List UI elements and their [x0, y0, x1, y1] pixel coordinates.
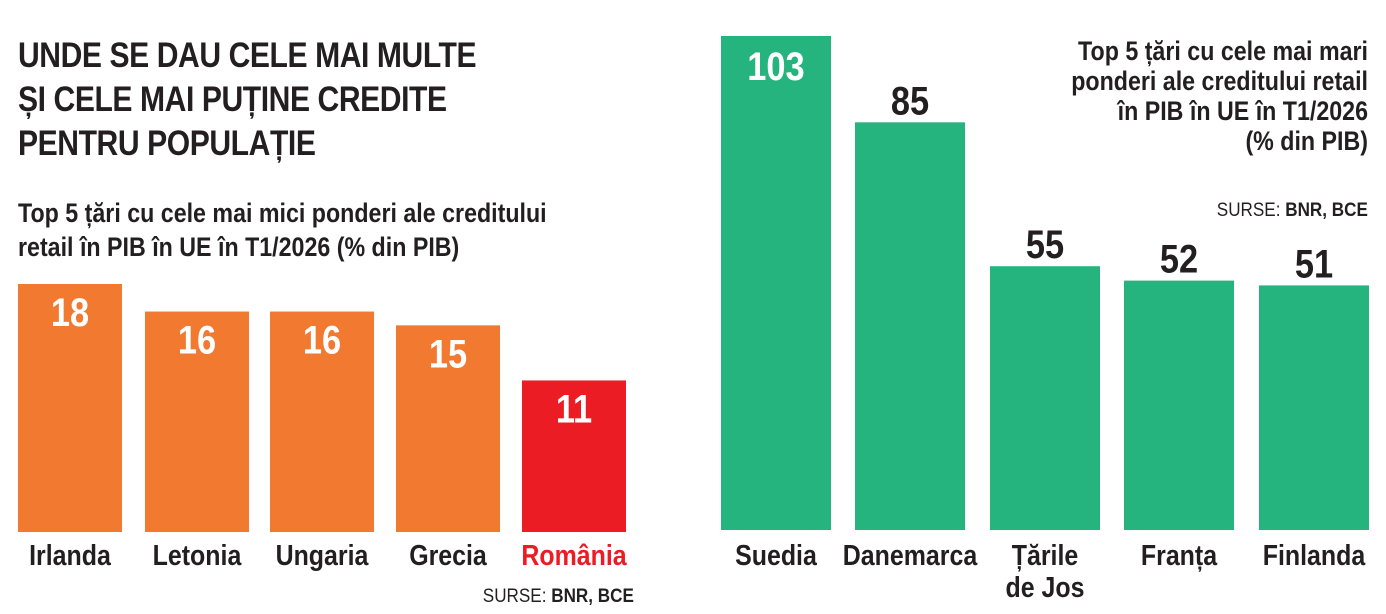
headline-line-3: PENTRU POPULAȚIE: [18, 124, 316, 163]
bar-grecia: [396, 325, 500, 532]
headline: UNDE SE DAU CELE MAI MULTE ȘI CELE MAI P…: [18, 34, 568, 166]
bar-value-label: 103: [747, 44, 804, 89]
bar-value-label: 85: [891, 78, 929, 123]
right-chart-title: Top 5 țări cu cele mai mari ponderi ale …: [1007, 36, 1368, 156]
bar-value-label: 55: [1026, 222, 1064, 267]
category-label: Țările: [1012, 539, 1079, 571]
category-label: Suedia: [735, 539, 818, 571]
left-chart-title-line-1: Top 5 țări cu cele mai mici ponderi ale …: [18, 198, 547, 228]
category-label: Finlanda: [1263, 539, 1366, 571]
bar-franța: [1124, 280, 1234, 530]
category-label: de Jos: [1006, 571, 1085, 603]
category-label: România: [521, 539, 627, 571]
headline-line-1: UNDE SE DAU CELE MAI MULTE: [18, 36, 477, 75]
category-label: Grecia: [409, 539, 487, 571]
headline-line-2: ȘI CELE MAI PUȚINE CREDITE: [18, 80, 447, 119]
category-label: Irlanda: [29, 539, 112, 571]
category-label: Ungaria: [276, 539, 370, 571]
left-chart-title-line-2: retail în PIB în UE în T1/2026 (% din PI…: [18, 232, 460, 262]
bar-value-label: 51: [1295, 241, 1333, 286]
bar-value-label: 15: [429, 331, 467, 376]
bar-ungaria: [270, 311, 374, 532]
right-chart-title-line-3: în PIB în UE în T1/2026: [1117, 96, 1368, 126]
bar-țările-de-jos: [990, 266, 1100, 530]
category-label: Danemarca: [843, 539, 978, 571]
left-source: SURSE: BNR, BCE: [483, 586, 634, 608]
bar-irlanda: [18, 284, 122, 532]
right-chart-title-line-4: (% din PIB): [1245, 126, 1368, 156]
bar-românia: [522, 380, 626, 532]
left-source-names: BNR, BCE: [551, 586, 634, 607]
bar-danemarca: [855, 122, 965, 531]
left-source-prefix: SURSE:: [482, 586, 552, 607]
right-source: SURSE: BNR, BCE: [1217, 200, 1368, 222]
right-chart-title-line-2: ponderi ale creditului retail: [1071, 66, 1368, 96]
category-label: Franța: [1141, 539, 1218, 571]
bar-value-label: 52: [1160, 236, 1198, 281]
bar-finlanda: [1259, 285, 1369, 530]
left-chart-title: Top 5 țări cu cele mai mici ponderi ale …: [18, 196, 672, 264]
bar-letonia: [145, 311, 249, 532]
category-label: Letonia: [153, 539, 243, 571]
bar-value-label: 18: [51, 290, 89, 335]
right-source-prefix: SURSE:: [1216, 200, 1286, 221]
bar-value-label: 11: [556, 386, 592, 431]
right-chart-title-line-1: Top 5 țări cu cele mai mari: [1078, 36, 1368, 66]
right-source-names: BNR, BCE: [1285, 200, 1368, 221]
bar-value-label: 16: [178, 317, 216, 362]
bar-suedia: [721, 36, 831, 530]
bar-value-label: 16: [303, 317, 341, 362]
